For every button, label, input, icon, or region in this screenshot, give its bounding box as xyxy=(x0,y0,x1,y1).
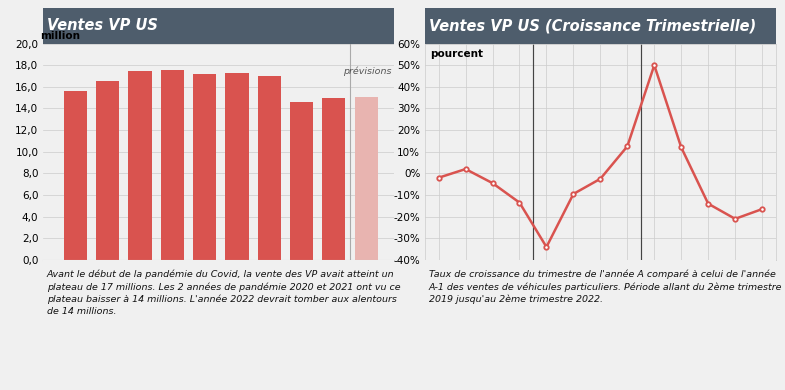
Text: Ventes VP US (Croissance Trimestrielle): Ventes VP US (Croissance Trimestrielle) xyxy=(429,18,757,33)
Bar xyxy=(322,98,345,260)
Bar xyxy=(225,73,249,260)
Text: million: million xyxy=(40,31,79,41)
Text: Ventes VP US: Ventes VP US xyxy=(47,18,159,33)
Bar xyxy=(193,74,217,260)
Bar xyxy=(257,76,281,260)
Bar xyxy=(161,70,184,260)
Text: Taux de croissance du trimestre de l'année A comparé à celui de l'année
A-1 des : Taux de croissance du trimestre de l'ann… xyxy=(429,270,782,304)
Text: pourcent: pourcent xyxy=(430,49,484,59)
Bar xyxy=(129,71,152,260)
Bar xyxy=(355,97,378,260)
Text: prévisions: prévisions xyxy=(343,66,392,76)
Bar xyxy=(96,82,119,260)
Bar xyxy=(290,102,313,260)
Text: Avant le début de la pandémie du Covid, la vente des VP avait atteint un
plateau: Avant le début de la pandémie du Covid, … xyxy=(46,270,400,316)
Bar xyxy=(64,91,87,260)
